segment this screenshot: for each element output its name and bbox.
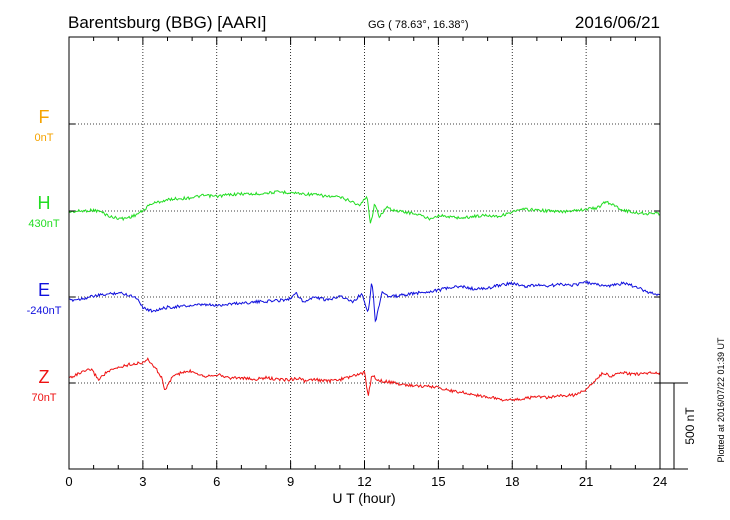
trace-e — [69, 280, 661, 323]
label-e: E — [38, 280, 50, 300]
label-z: Z — [39, 367, 50, 387]
traces — [68, 189, 661, 402]
scale-bar-label: 500 nT — [683, 407, 697, 445]
trace-h — [68, 189, 661, 224]
baseline-z: 70nT — [31, 392, 56, 404]
x-tick-label: 9 — [287, 474, 294, 489]
x-axis-label: U T (hour) — [332, 490, 395, 506]
x-tick-label: 0 — [65, 474, 72, 489]
date-label: 2016/06/21 — [575, 13, 660, 32]
baseline-e: -240nT — [27, 305, 62, 317]
scale-bar: 500 nT — [660, 382, 697, 470]
label-f: F — [39, 107, 50, 127]
x-tick-label: 21 — [579, 474, 593, 489]
trace-z — [68, 357, 661, 402]
label-h: H — [38, 193, 51, 213]
x-tick-label: 15 — [431, 474, 445, 489]
x-tick-label: 12 — [357, 474, 371, 489]
plotted-timestamp: Plotted at 2016/07/22 01:39 UT — [716, 337, 726, 463]
component-labels: F 0nT H 430nT E -240nT Z 70nT — [27, 107, 62, 404]
x-tick-label: 18 — [505, 474, 519, 489]
baseline-h: 430nT — [28, 218, 59, 230]
x-tick-label: 6 — [213, 474, 220, 489]
baseline-f: 0nT — [35, 132, 54, 144]
station-title: Barentsburg (BBG) [AARI] — [68, 13, 266, 32]
grid — [69, 37, 660, 469]
x-axis: 0 3 6 9 12 15 18 21 24 — [65, 37, 667, 489]
x-tick-label: 3 — [139, 474, 146, 489]
x-tick-label: 24 — [653, 474, 667, 489]
coordinates-label: GG ( 78.63°, 16.38°) — [368, 19, 469, 31]
